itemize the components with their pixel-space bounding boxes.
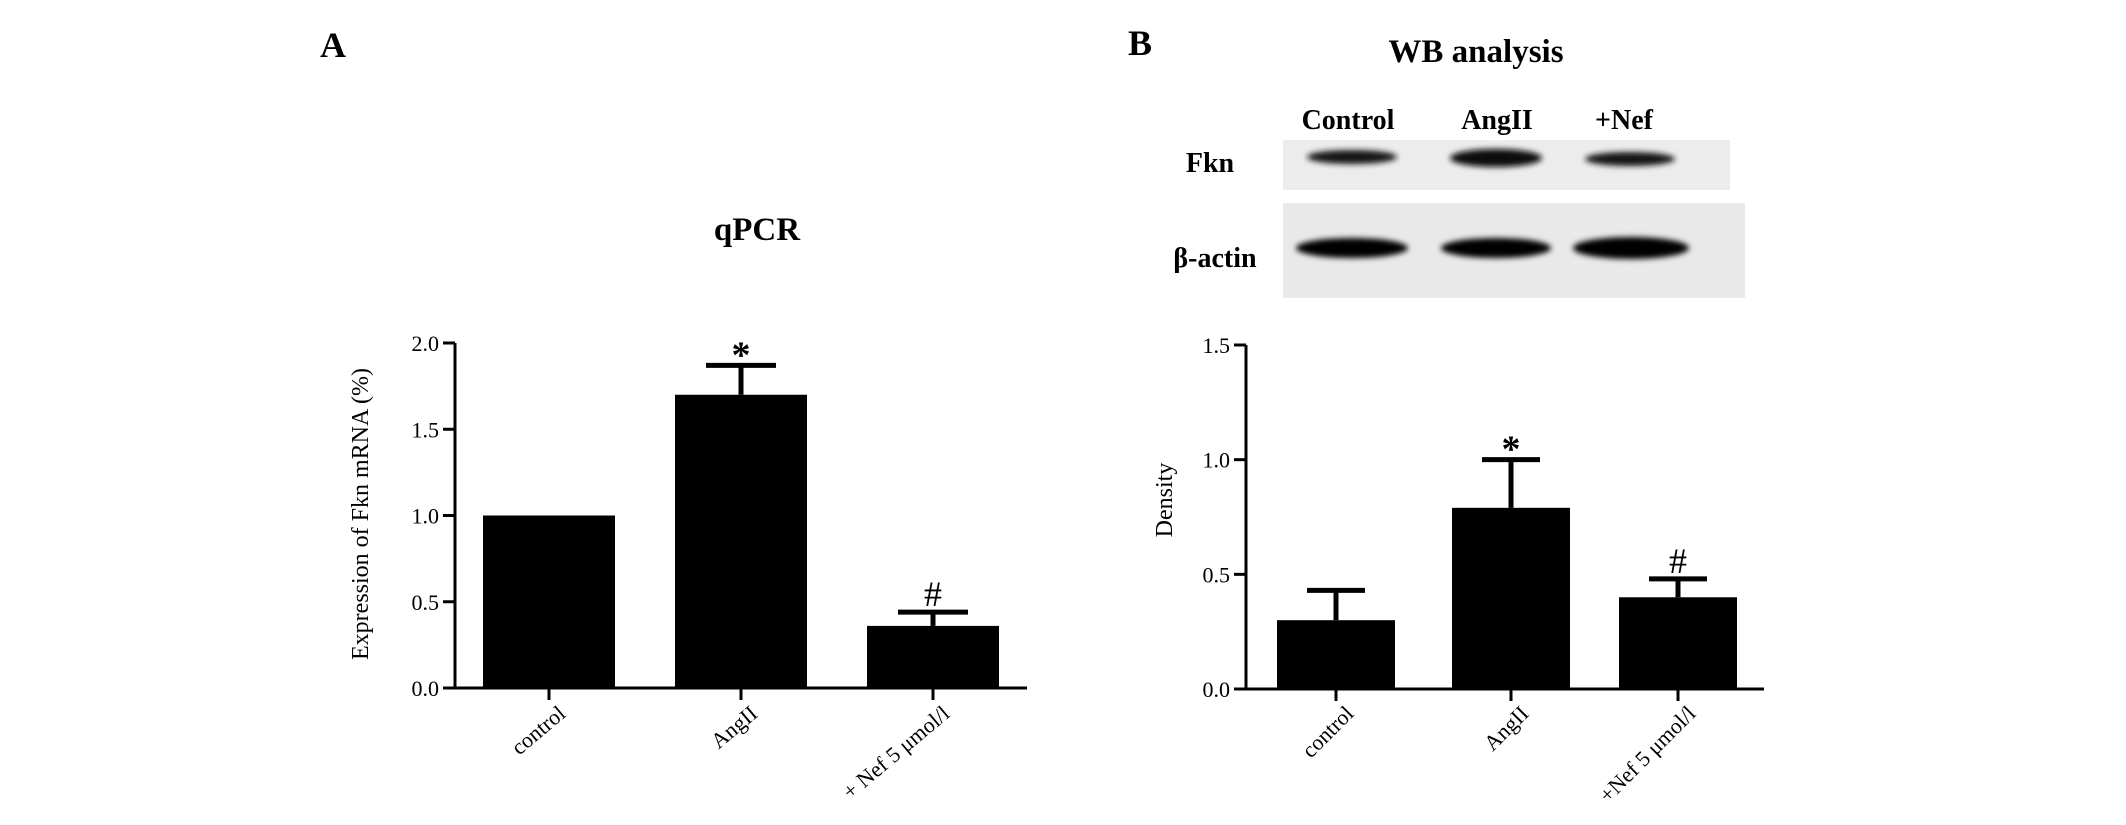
chart-a-title: qPCR xyxy=(714,212,801,248)
chart-a-y-tick-label: 1.0 xyxy=(412,504,440,529)
chart-a-x-tick-label: AngII xyxy=(706,700,762,753)
chart-a-y-label: Expression of Fkn mRNA (%) xyxy=(348,368,374,660)
blot-title: WB analysis xyxy=(1388,34,1563,70)
chart-b-plot: 0.0 0.5 1.0 1.5 control * AngII # +Nef 5 μmol/l xyxy=(1203,333,1764,808)
chart-b-bar xyxy=(1619,597,1737,689)
blot-lane-label-nef: +Nef xyxy=(1595,105,1654,136)
blot-band-actin-nef xyxy=(1573,237,1689,259)
chart-b-x-tick-label: +Nef 5 μmol/l xyxy=(1594,701,1701,808)
chart-b-y-label: Density xyxy=(1152,463,1178,538)
chart-b: Density 0.0 0.5 1.0 1.5 control * AngII # +Nef 5… xyxy=(1152,333,1764,807)
western-blot: WB analysis Control AngII +Nef Fkn β-act… xyxy=(1173,34,1745,298)
chart-b-x-tick-label: control xyxy=(1297,701,1359,763)
panel-letter-b: B xyxy=(1128,23,1152,63)
chart-a-x-tick-label: + Nef 5 μmol/l xyxy=(838,700,955,803)
chart-a-plot: 0.0 0.5 1.0 1.5 2.0 control * AngII # + Nef 5 μmo… xyxy=(412,331,1027,804)
chart-a-bar xyxy=(675,394,807,688)
blot-lane-label-control: Control xyxy=(1302,105,1395,136)
blot-row-label-actin: β-actin xyxy=(1173,243,1257,274)
blot-band-actin-angii xyxy=(1441,238,1551,258)
chart-a-y-tick-label: 0.5 xyxy=(412,590,440,615)
blot-band-fkn-angii xyxy=(1450,149,1542,167)
chart-b-bar xyxy=(1452,507,1570,689)
chart-a-bar xyxy=(483,515,615,688)
chart-b-y-tick-label: 1.0 xyxy=(1203,448,1231,473)
chart-b-y-tick-label: 0.5 xyxy=(1203,562,1231,587)
chart-b-significance-marker: * xyxy=(1502,429,1521,471)
chart-a-y-tick-label: 2.0 xyxy=(412,331,440,356)
blot-lane-label-angii: AngII xyxy=(1461,105,1533,136)
chart-b-bar xyxy=(1277,620,1395,689)
blot-band-fkn-control xyxy=(1307,150,1397,164)
chart-a-significance-marker: # xyxy=(924,574,942,614)
panel-letter-a: A xyxy=(320,25,346,65)
chart-b-y-tick-label: 1.5 xyxy=(1203,333,1231,358)
chart-a-bar xyxy=(867,625,999,688)
chart-b-x-tick-label: AngII xyxy=(1479,701,1534,756)
blot-row-label-fkn: Fkn xyxy=(1186,148,1235,179)
chart-b-y-tick-label: 0.0 xyxy=(1203,677,1231,702)
chart-a: qPCR Expression of Fkn mRNA (%) 0.0 0.5 1.… xyxy=(348,212,1027,804)
blot-band-actin-control xyxy=(1296,238,1408,258)
blot-band-fkn-nef xyxy=(1585,152,1675,166)
chart-a-y-tick-label: 1.5 xyxy=(412,417,440,442)
chart-b-significance-marker: # xyxy=(1669,541,1687,581)
chart-a-x-tick-label: control xyxy=(506,700,570,759)
chart-a-y-tick-label: 0.0 xyxy=(412,676,440,701)
chart-a-significance-marker: * xyxy=(732,334,751,376)
